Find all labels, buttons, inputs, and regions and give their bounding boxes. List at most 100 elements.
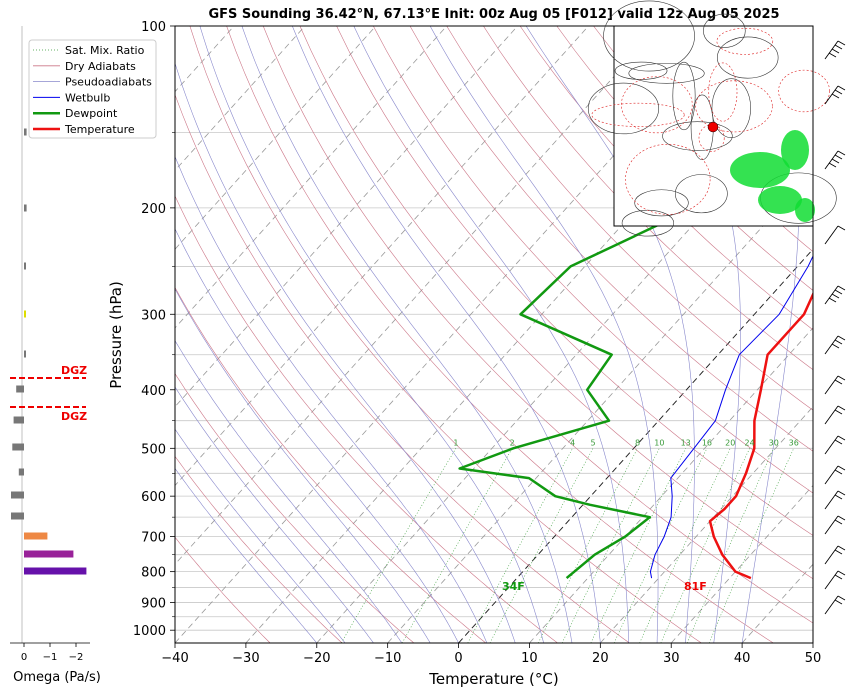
moist-adiabat (199, 26, 544, 643)
map-contour (591, 102, 685, 127)
y-tick-label: 600 (141, 490, 166, 505)
moist-adiabats (175, 26, 800, 643)
y-axis-ticks: 100 200 300 400 500 600 700 800 900 1000 (133, 20, 175, 639)
mixing-ratio-lines (341, 448, 794, 643)
omega-bar (16, 385, 24, 393)
map-contour (703, 13, 746, 48)
x-tick-label: −30 (232, 651, 259, 666)
mixing-ratio-line (561, 448, 660, 643)
omega-bar (24, 310, 26, 318)
map-contour (662, 121, 733, 151)
legend-entry: Pseudoadiabats (65, 76, 152, 89)
series-lines (458, 86, 813, 580)
moist-adiabat (429, 26, 659, 643)
x-tick-label: 10 (521, 651, 538, 666)
moist-adiabat (241, 26, 573, 643)
surface-temperature-label: 81F (684, 580, 707, 593)
mixing-ratio-label: 10 (654, 438, 664, 447)
mixing-ratio-label: 16 (702, 438, 712, 447)
map-contour (621, 76, 693, 134)
y-tick-label: 1000 (133, 624, 166, 639)
x-tick-label: 30 (663, 651, 680, 666)
map-contour (716, 27, 774, 55)
y-tick-label: 500 (141, 442, 166, 457)
mixing-ratio-line (708, 448, 794, 643)
omega-tick-label: −2 (69, 652, 84, 663)
legend-entry: Dewpoint (65, 107, 118, 120)
surface-dewpoint-label: 34F (502, 580, 525, 593)
dgz-label-top: DGZ (61, 364, 87, 377)
mixing-ratio-label: 36 (789, 438, 799, 447)
y-tick-label: 100 (141, 20, 166, 35)
wind-barbs (812, 26, 846, 643)
legend-entry: Dry Adiabats (65, 60, 136, 73)
map-contour (628, 63, 705, 84)
omega-bar (24, 262, 26, 270)
dry-adiabat (446, 26, 813, 411)
precip-area (781, 130, 809, 170)
y-tick-label: 700 (141, 531, 166, 546)
dry-adiabat (175, 286, 486, 643)
omega-bar (13, 416, 24, 424)
mixing-ratio-labels: 1 2 4 5 8 10 13 16 20 24 30 36 (453, 438, 798, 447)
moist-adiabat (175, 155, 488, 643)
map-contour (778, 69, 830, 113)
omega-panel: 0 −1 −2 DGZ DGZ Omega (Pa/s) (10, 26, 101, 685)
map-contour (711, 78, 751, 138)
moist-adiabat (353, 26, 629, 643)
moist-adiabat (175, 62, 516, 643)
moist-adiabat (175, 228, 459, 643)
y-tick-label: 400 (141, 384, 166, 399)
dry-adiabat (519, 26, 813, 331)
mixing-ratio-label: 20 (725, 438, 735, 447)
dry-adiabat (175, 536, 271, 643)
isotherm-line (175, 26, 306, 172)
omega-axis-label: Omega (Pa/s) (13, 670, 101, 685)
map-contour (708, 62, 738, 122)
map-contour (695, 80, 773, 133)
mixing-ratio-line (639, 448, 731, 643)
map-contour (625, 143, 711, 215)
moist-adiabat (741, 26, 800, 643)
isotherm-line (175, 26, 589, 487)
omega-bar (24, 532, 48, 540)
mixing-ratio-label: 2 (510, 438, 515, 447)
mixing-ratio-label: 5 (590, 438, 595, 447)
isotherm-line (812, 642, 813, 643)
omega-bar (24, 204, 27, 212)
y-axis-label: Pressure (hPa) (107, 281, 125, 389)
map-contour (587, 82, 660, 135)
dry-adiabat (556, 26, 813, 291)
precip-area (730, 152, 790, 188)
omega-bar (11, 491, 24, 499)
dry-adiabat (175, 195, 558, 643)
precip-area (795, 198, 815, 222)
y-tick-label: 300 (141, 308, 166, 323)
mixing-ratio-line (341, 448, 457, 643)
omega-bar (24, 567, 87, 575)
map-inset (587, 0, 837, 237)
omega-bar (11, 512, 24, 520)
chart-title: GFS Sounding 36.42°N, 67.13°E Init: 00z … (208, 7, 779, 22)
omega-tick-label: −1 (43, 652, 58, 663)
map-contour (717, 36, 779, 79)
legend: Sat. Mix. Ratio Dry Adiabats Pseudoadiabat… (28, 39, 157, 139)
x-tick-label: 0 (454, 651, 462, 666)
map-contour (674, 174, 728, 214)
location-marker (707, 121, 719, 133)
x-axis-ticks: −40 −30 −20 −10 0 10 20 30 40 50 (161, 643, 821, 666)
x-axis-label: Temperature (°C) (428, 670, 558, 688)
precip-area (758, 186, 802, 214)
x-tick-label: −40 (161, 651, 188, 666)
mixing-ratio-label: 30 (769, 438, 779, 447)
dry-adiabat (483, 26, 813, 371)
isotherm-line (175, 26, 660, 565)
x-tick-label: 20 (592, 651, 609, 666)
moist-adiabat (645, 26, 741, 643)
y-tick-label: 900 (141, 597, 166, 612)
zero-isotherm (458, 248, 813, 643)
omega-bar (24, 128, 27, 136)
moist-adiabat (175, 340, 403, 643)
mixing-ratio-line (467, 448, 573, 643)
